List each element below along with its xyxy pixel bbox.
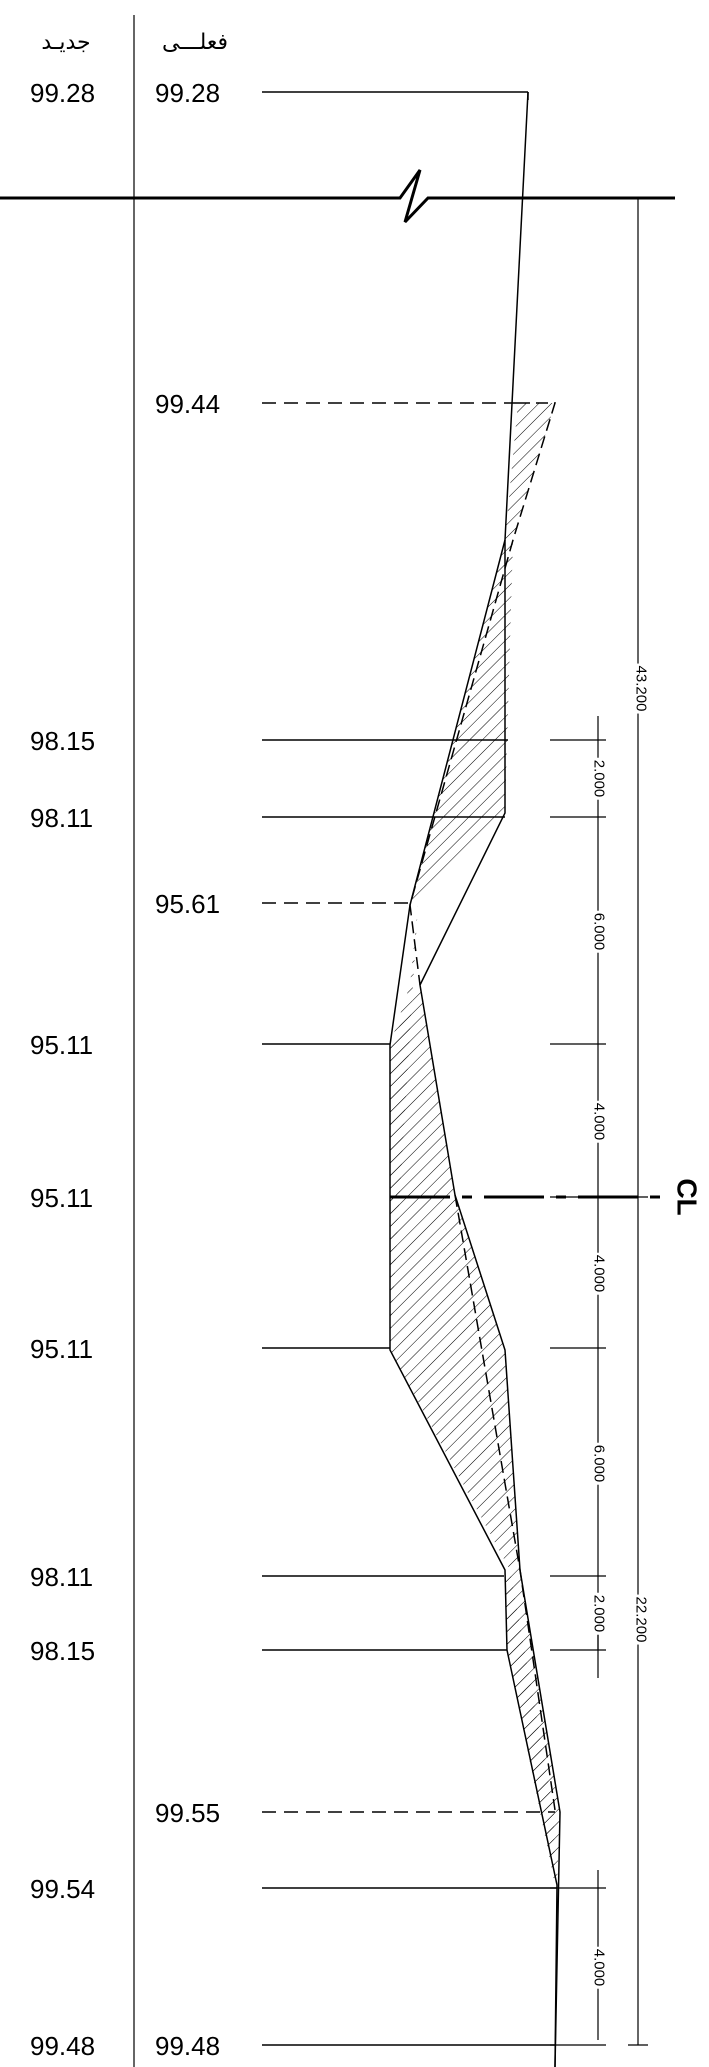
existing-level-3: 99.55 [155, 1798, 221, 1828]
bottom-existing-level: 99.48 [155, 2031, 221, 2061]
existing-level-2: 95.61 [155, 889, 221, 919]
top-new-level: 99.28 [30, 78, 96, 108]
existing-level-1: 99.44 [155, 389, 221, 419]
dim-seg-3: 4.000 [590, 1100, 608, 1143]
header-existing: فعلـــى [161, 30, 229, 55]
new-profile [389, 539, 558, 2067]
dim-seg-1: 2.000 [590, 757, 608, 800]
dim-seg-4: 4.000 [590, 1252, 608, 1295]
header-new: جديـد [41, 30, 91, 55]
new-level-8: 99.54 [30, 1874, 96, 1904]
new-level-4: 95.11 [30, 1183, 94, 1213]
fill-area-lower-wedge [390, 1195, 520, 1570]
break-line [0, 169, 675, 224]
dim-overall-upper: 43.200 [632, 663, 650, 714]
new-level-2: 98.11 [30, 803, 94, 833]
existing-profile-dashed [409, 402, 557, 986]
dim-seg-2: 6.000 [590, 910, 608, 953]
fill-area-bottom [505, 1570, 560, 1885]
fill-area-upper [410, 403, 555, 905]
new-level-3: 95.11 [30, 1030, 94, 1060]
top-existing-level: 99.28 [155, 78, 221, 108]
existing-profile-dashed-lower [454, 1194, 556, 1811]
fill-area-lower-main [390, 985, 455, 1195]
dim-segment-ticks [550, 739, 606, 2046]
new-level-5: 95.11 [30, 1334, 94, 1364]
new-level-7: 98.15 [30, 1636, 96, 1666]
dim-seg-7: 4.000 [590, 1946, 608, 1989]
dim-seg-5: 6.000 [590, 1442, 608, 1485]
dim-seg-6: 2.000 [590, 1592, 608, 1635]
new-level-6: 98.11 [30, 1562, 94, 1592]
bottom-new-level: 99.48 [30, 2031, 96, 2061]
dim-overall-lower: 22.200 [632, 1594, 650, 1645]
centerline-label: CL [671, 1178, 703, 1216]
new-level-1: 98.15 [30, 726, 96, 756]
